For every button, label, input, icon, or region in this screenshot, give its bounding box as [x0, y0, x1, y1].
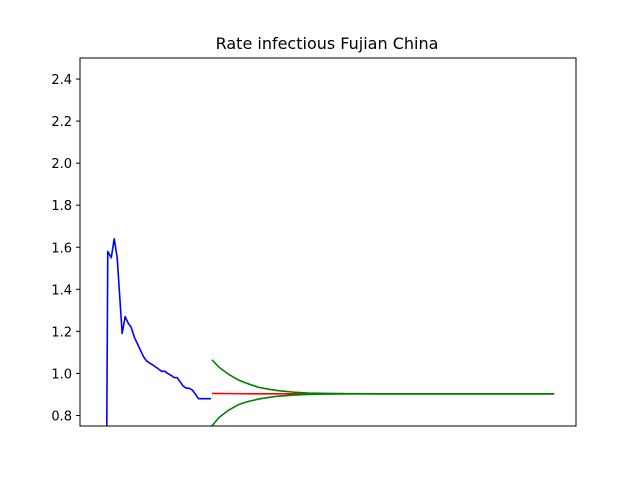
series-line-0: [105, 238, 211, 426]
y-tick-label: 0.8: [51, 409, 72, 424]
y-tick-label: 2.0: [51, 157, 72, 172]
y-tick-label: 2.4: [51, 73, 72, 88]
chart-title: Rate infectious Fujian China: [216, 34, 439, 53]
series-line-3: [211, 393, 555, 426]
y-tick-label: 1.2: [51, 325, 72, 340]
plot-frame: [79, 57, 577, 427]
y-tick-label: 2.2: [51, 115, 72, 130]
y-tick-label: 1.0: [51, 367, 72, 382]
y-tick-label: 1.8: [51, 199, 72, 214]
y-tick-label: 1.4: [51, 283, 72, 298]
y-axis: 0.8 1.0 1.2 1.4 1.6 1.8 2.0 2.2 2.4: [51, 73, 80, 424]
plot-lines: [105, 238, 555, 426]
y-tick-label: 1.6: [51, 241, 72, 256]
series-line-2: [211, 359, 555, 395]
